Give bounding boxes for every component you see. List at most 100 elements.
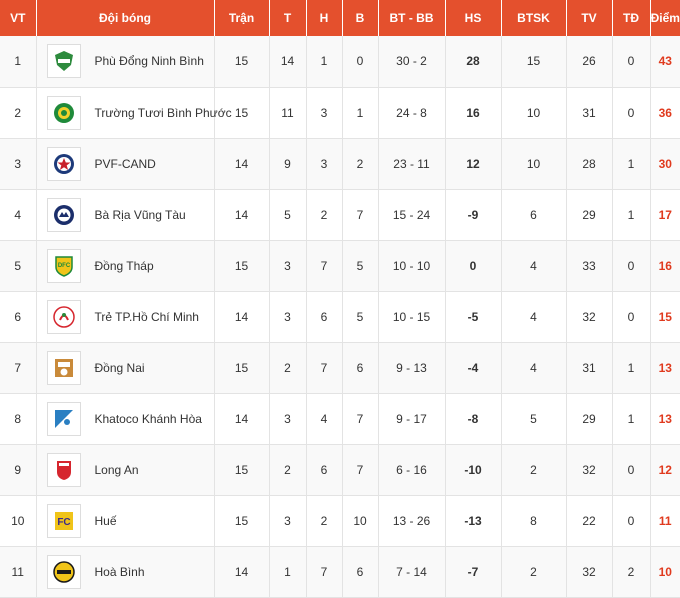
club-cell[interactable]: Khatoco Khánh Hòa — [36, 393, 215, 445]
won-cell: 3 — [269, 393, 307, 445]
club-wrap: Long An — [37, 452, 214, 487]
table-row[interactable]: 3 PVF-CAND 14 9 3 2 23 - 11 12 10 28 1 30 — [0, 138, 680, 190]
yellow-cards-cell: 28 — [566, 138, 613, 190]
club-name[interactable]: Đồng Nai — [94, 360, 145, 375]
club-cell[interactable]: Hoà Bình — [36, 546, 215, 598]
table-row[interactable]: 9 Long An 15 2 6 7 6 - 16 -10 2 32 0 12 — [0, 444, 680, 496]
points-cell: 16 — [650, 240, 680, 292]
away-goals-cell: 15 — [501, 36, 567, 88]
club-cell[interactable]: FC Huế — [36, 495, 215, 547]
table-row[interactable]: 4 Bà Rịa Vũng Tàu 14 5 2 7 15 - 24 -9 6 29 1 17 — [0, 189, 680, 241]
played-cell: 14 — [214, 291, 270, 343]
header-red-cards[interactable]: TĐ — [612, 0, 651, 36]
lost-cell: 7 — [342, 444, 379, 496]
club-cell[interactable]: DFC Đồng Tháp — [36, 240, 215, 292]
club-name[interactable]: Huế — [94, 513, 117, 528]
won-cell: 1 — [269, 546, 307, 598]
played-cell: 15 — [214, 240, 270, 292]
points-cell: 11 — [650, 495, 680, 547]
club-name[interactable]: Trường Tươi Bình Phước — [94, 105, 232, 120]
played-cell: 15 — [214, 495, 270, 547]
table-row[interactable]: 8 Khatoco Khánh Hòa 14 3 4 7 9 - 17 -8 5 29 1 13 — [0, 393, 680, 445]
ba-ria-vung-tau-logo-icon — [46, 197, 81, 232]
played-cell: 15 — [214, 36, 270, 88]
drawn-cell: 1 — [306, 36, 343, 88]
points-cell: 36 — [650, 87, 680, 139]
won-cell: 2 — [269, 444, 307, 496]
club-name[interactable]: Trẻ TP.Hồ Chí Minh — [94, 309, 199, 324]
rank-cell: 3 — [0, 138, 37, 190]
rank-cell: 9 — [0, 444, 37, 496]
club-cell[interactable]: Phù Đổng Ninh Bình — [36, 36, 215, 88]
dong-nai-logo-icon — [46, 350, 81, 385]
club-wrap: FC Huế — [37, 503, 214, 538]
club-name[interactable]: Long An — [94, 462, 139, 477]
dong-thap-logo-icon: DFC — [46, 248, 81, 283]
drawn-cell: 7 — [306, 240, 343, 292]
played-cell: 14 — [214, 546, 270, 598]
table-body: 1 Phù Đổng Ninh Bình 15 14 1 0 30 - 2 28 15 26 0 43… — [0, 36, 680, 598]
table-row[interactable]: 1 Phù Đổng Ninh Bình 15 14 1 0 30 - 2 28 15 26 0 43 — [0, 36, 680, 88]
played-cell: 14 — [214, 138, 270, 190]
table-row[interactable]: 6 Trẻ TP.Hồ Chí Minh 14 3 6 5 10 - 15 -5 4 32 0 15 — [0, 291, 680, 343]
red-cards-cell: 0 — [612, 240, 651, 292]
club-cell[interactable]: Trường Tươi Bình Phước — [36, 87, 232, 139]
header-goals[interactable]: BT - BB — [378, 0, 446, 36]
goal-difference-cell: -8 — [445, 393, 502, 445]
header-away-goals[interactable]: BTSK — [501, 0, 567, 36]
header-won[interactable]: T — [269, 0, 307, 36]
club-cell[interactable]: PVF-CAND — [36, 138, 215, 190]
drawn-cell: 2 — [306, 495, 343, 547]
lost-cell: 5 — [342, 240, 379, 292]
goal-difference-cell: -13 — [445, 495, 502, 547]
club-name[interactable]: Đồng Tháp — [94, 258, 154, 273]
club-name[interactable]: Phù Đổng Ninh Bình — [94, 54, 204, 69]
red-cards-cell: 0 — [612, 495, 651, 547]
header-played[interactable]: Trận — [214, 0, 270, 36]
won-cell: 5 — [269, 189, 307, 241]
header-lost[interactable]: B — [342, 0, 379, 36]
club-cell[interactable]: Đồng Nai — [36, 342, 215, 394]
lost-cell: 5 — [342, 291, 379, 343]
goals-cell: 30 - 2 — [378, 36, 446, 88]
header-row: VT Đội bóng Trận T H B BT - BB HS BTSK T… — [0, 0, 680, 36]
club-cell[interactable]: Bà Rịa Vũng Tàu — [36, 189, 215, 241]
rank-cell: 2 — [0, 87, 37, 139]
goals-cell: 15 - 24 — [378, 189, 446, 241]
phu-dong-ninh-binh-logo-icon — [46, 44, 81, 79]
table-row[interactable]: 5 DFC Đồng Tháp 15 3 7 5 10 - 10 0 4 33 0 16 — [0, 240, 680, 292]
lost-cell: 10 — [342, 495, 379, 547]
drawn-cell: 6 — [306, 291, 343, 343]
header-drawn[interactable]: H — [306, 0, 343, 36]
drawn-cell: 2 — [306, 189, 343, 241]
goal-difference-cell: -10 — [445, 444, 502, 496]
club-name[interactable]: Hoà Bình — [94, 564, 145, 579]
won-cell: 3 — [269, 240, 307, 292]
away-goals-cell: 4 — [501, 240, 567, 292]
table-row[interactable]: 11 Hoà Bình 14 1 7 6 7 - 14 -7 2 32 2 10 — [0, 546, 680, 598]
goal-difference-cell: -7 — [445, 546, 502, 598]
club-cell[interactable]: Trẻ TP.Hồ Chí Minh — [36, 291, 215, 343]
table-row[interactable]: 7 Đồng Nai 15 2 7 6 9 - 13 -4 4 31 1 13 — [0, 342, 680, 394]
played-cell: 15 — [214, 444, 270, 496]
drawn-cell: 4 — [306, 393, 343, 445]
club-name[interactable]: PVF-CAND — [94, 156, 156, 171]
header-club[interactable]: Đội bóng — [36, 0, 215, 36]
club-name[interactable]: Bà Rịa Vũng Tàu — [94, 207, 186, 222]
header-points[interactable]: Điểm — [650, 0, 680, 36]
tre-tp-ho-chi-minh-logo-icon — [46, 299, 81, 334]
points-cell: 43 — [650, 36, 680, 88]
away-goals-cell: 10 — [501, 87, 567, 139]
drawn-cell: 7 — [306, 342, 343, 394]
club-name[interactable]: Khatoco Khánh Hòa — [94, 411, 202, 426]
club-cell[interactable]: Long An — [36, 444, 215, 496]
table-header: VT Đội bóng Trận T H B BT - BB HS BTSK T… — [0, 0, 680, 36]
points-cell: 12 — [650, 444, 680, 496]
goals-cell: 9 - 17 — [378, 393, 446, 445]
header-goal-difference[interactable]: HS — [445, 0, 502, 36]
header-vt[interactable]: VT — [0, 0, 37, 36]
table-row[interactable]: 10 FC Huế 15 3 2 10 13 - 26 -13 8 22 0 11 — [0, 495, 680, 547]
header-yellow-cards[interactable]: TV — [566, 0, 613, 36]
table-row[interactable]: 2 Trường Tươi Bình Phước 15 11 3 1 24 - 8 16 10 3… — [0, 87, 680, 139]
